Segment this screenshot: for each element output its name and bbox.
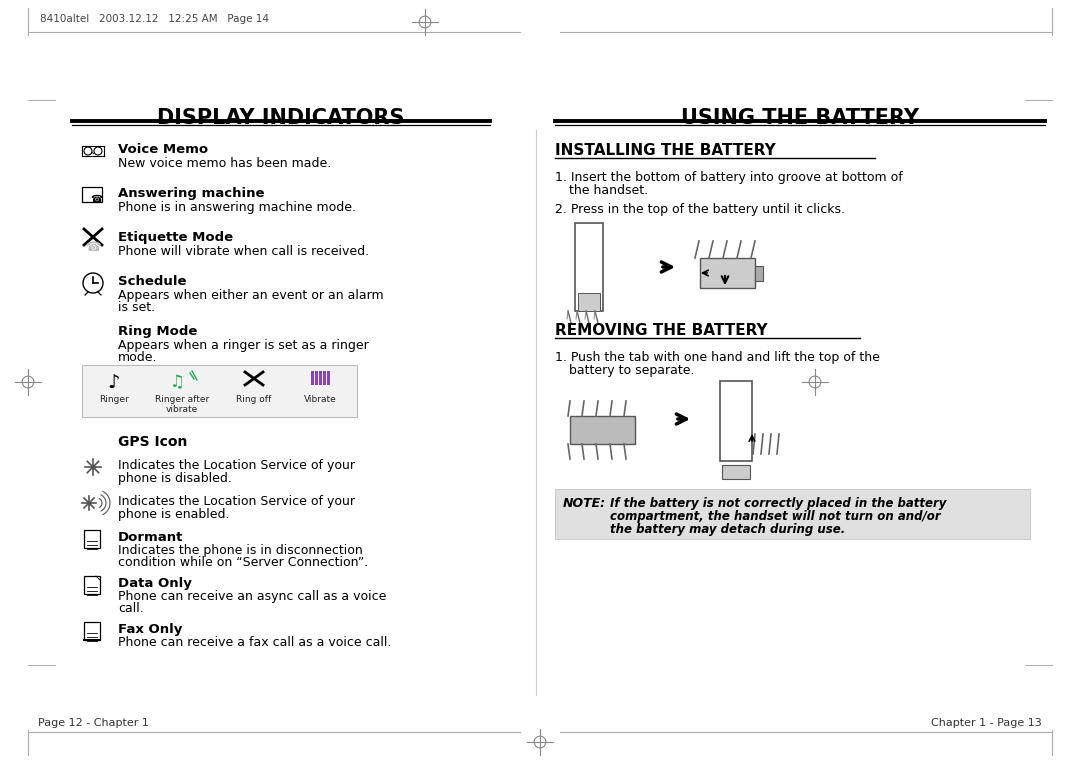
Bar xyxy=(311,371,313,385)
Text: phone is disabled.: phone is disabled. xyxy=(118,472,232,485)
Text: Page 12 - Chapter 1: Page 12 - Chapter 1 xyxy=(38,718,149,728)
Text: USING THE BATTERY: USING THE BATTERY xyxy=(681,108,919,128)
Text: 1. Push the tab with one hand and lift the top of the: 1. Push the tab with one hand and lift t… xyxy=(555,351,880,364)
Text: Dormant: Dormant xyxy=(118,531,184,544)
Text: the battery may detach during use.: the battery may detach during use. xyxy=(610,523,846,536)
Bar xyxy=(555,489,1030,539)
Text: Phone can receive an async call as a voice: Phone can receive an async call as a voi… xyxy=(118,590,387,603)
Text: call.: call. xyxy=(118,602,144,615)
Text: Indicates the Location Service of your: Indicates the Location Service of your xyxy=(118,495,355,508)
Bar xyxy=(82,187,102,202)
Text: phone is enabled.: phone is enabled. xyxy=(118,508,229,521)
Bar xyxy=(84,622,100,640)
Text: Appears when a ringer is set as a ringer: Appears when a ringer is set as a ringer xyxy=(118,339,368,352)
Text: Phone is in answering machine mode.: Phone is in answering machine mode. xyxy=(118,201,356,214)
Text: mode.: mode. xyxy=(118,351,158,364)
Bar xyxy=(84,530,100,548)
Text: ♫: ♫ xyxy=(170,373,185,391)
Text: REMOVING THE BATTERY: REMOVING THE BATTERY xyxy=(555,323,768,338)
Text: New voice memo has been made.: New voice memo has been made. xyxy=(118,157,332,170)
Bar xyxy=(755,266,762,281)
Text: ♪: ♪ xyxy=(108,373,120,392)
Text: Indicates the Location Service of your: Indicates the Location Service of your xyxy=(118,459,355,472)
Text: Ring off: Ring off xyxy=(237,395,272,404)
Text: Chapter 1 - Page 13: Chapter 1 - Page 13 xyxy=(931,718,1042,728)
Text: Answering machine: Answering machine xyxy=(118,187,265,200)
Bar xyxy=(720,381,752,461)
Text: Ringer: Ringer xyxy=(99,395,129,404)
Text: 2. Press in the top of the battery until it clicks.: 2. Press in the top of the battery until… xyxy=(555,203,845,216)
Text: Vibrate: Vibrate xyxy=(303,395,336,404)
Bar xyxy=(315,371,318,385)
Text: DISPLAY INDICATORS: DISPLAY INDICATORS xyxy=(158,108,405,128)
Bar xyxy=(319,371,322,385)
Text: 1. Insert the bottom of battery into groove at bottom of: 1. Insert the bottom of battery into gro… xyxy=(555,171,903,184)
Bar xyxy=(700,258,755,288)
Bar xyxy=(327,371,329,385)
Text: Ring Mode: Ring Mode xyxy=(118,325,198,338)
Text: Data Only: Data Only xyxy=(118,577,192,590)
Text: 8410altel   2003.12.12   12:25 AM   Page 14: 8410altel 2003.12.12 12:25 AM Page 14 xyxy=(40,14,269,24)
Text: Etiquette Mode: Etiquette Mode xyxy=(118,231,233,244)
Text: Phone can receive a fax call as a voice call.: Phone can receive a fax call as a voice … xyxy=(118,636,391,649)
Text: Indicates the phone is in disconnection: Indicates the phone is in disconnection xyxy=(118,544,363,557)
Text: Appears when either an event or an alarm: Appears when either an event or an alarm xyxy=(118,289,383,302)
Text: NOTE:: NOTE: xyxy=(563,497,606,510)
Text: ˜: ˜ xyxy=(91,153,96,163)
Text: Voice Memo: Voice Memo xyxy=(118,143,208,156)
Bar xyxy=(84,576,100,594)
Text: INSTALLING THE BATTERY: INSTALLING THE BATTERY xyxy=(555,143,775,158)
Text: Phone will vibrate when call is received.: Phone will vibrate when call is received… xyxy=(118,245,369,258)
Text: If the battery is not correctly placed in the battery: If the battery is not correctly placed i… xyxy=(610,497,946,510)
Bar xyxy=(570,416,635,444)
Bar xyxy=(82,365,357,417)
Bar xyxy=(323,371,325,385)
Text: compartment, the handset will not turn on and/or: compartment, the handset will not turn o… xyxy=(610,510,941,523)
Text: is set.: is set. xyxy=(118,301,156,314)
Text: GPS Icon: GPS Icon xyxy=(118,435,187,449)
Bar xyxy=(723,465,750,479)
Text: Fax Only: Fax Only xyxy=(118,623,183,636)
Bar xyxy=(575,223,603,311)
Text: Ringer after
vibrate: Ringer after vibrate xyxy=(154,395,210,414)
Text: the handset.: the handset. xyxy=(569,184,648,197)
Text: ☎: ☎ xyxy=(85,241,100,254)
Text: Schedule: Schedule xyxy=(118,275,187,288)
Bar xyxy=(578,293,600,311)
Text: ☎: ☎ xyxy=(90,194,103,204)
Text: condition while on “Server Connection”.: condition while on “Server Connection”. xyxy=(118,556,368,569)
Text: battery to separate.: battery to separate. xyxy=(569,364,694,377)
